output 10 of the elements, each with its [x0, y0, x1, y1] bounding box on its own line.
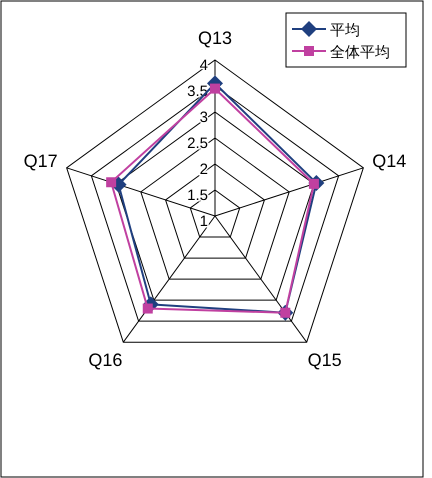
legend-label: 全体平均	[330, 44, 390, 61]
y-tick-label: 1.5	[187, 187, 208, 204]
y-tick-label: 2.5	[187, 135, 208, 152]
spoke-label: Q16	[88, 350, 122, 370]
legend-label: 平均	[330, 22, 360, 39]
spoke-label: Q17	[24, 150, 58, 171]
spoke-label: Q15	[308, 350, 342, 370]
spoke-label: Q14	[372, 150, 406, 171]
spoke-label: Q13	[198, 28, 232, 48]
y-tick-label: 1	[200, 213, 208, 230]
